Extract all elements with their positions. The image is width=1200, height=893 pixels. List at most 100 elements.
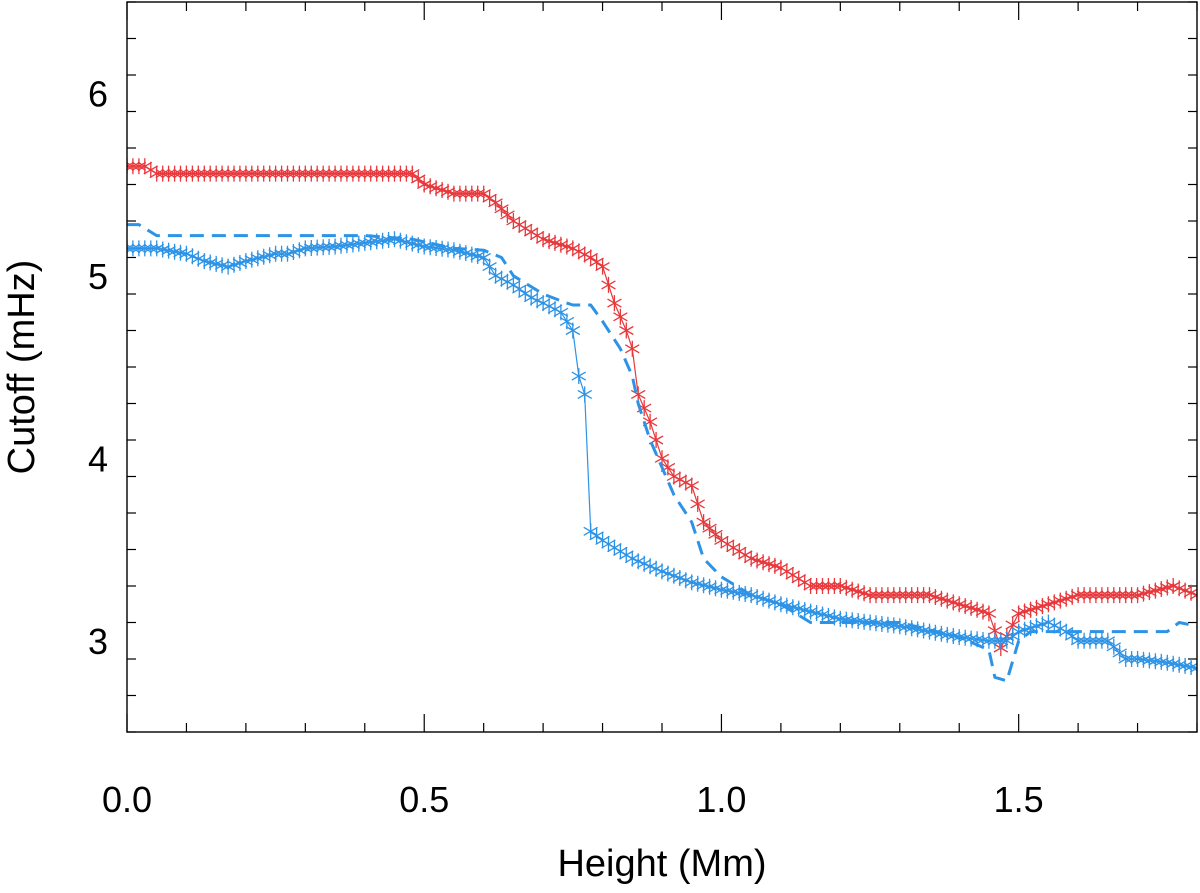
data-point-marker [684,574,700,591]
data-point-marker [143,240,159,257]
data-point-marker [268,245,283,262]
data-point-marker [506,276,521,293]
plot-series [127,158,1197,683]
data-point-marker [565,322,581,339]
data-point-marker [1100,632,1116,649]
data-point-marker [250,165,266,182]
data-point-marker [500,206,515,223]
data-point-marker [684,477,700,494]
x-tick-label: 1.0 [696,779,746,820]
data-point-marker [1112,587,1128,604]
data-point-marker [589,254,604,271]
data-point-marker [375,165,390,182]
data-point-marker [951,629,967,646]
data-point-marker [137,240,153,257]
data-point-marker [803,603,818,620]
data-point-marker [898,587,914,604]
data-point-marker [987,632,1003,649]
data-point-marker [191,165,206,182]
data-point-marker [363,165,379,182]
data-point-marker [470,185,486,202]
data-point-marker [321,238,337,255]
data-point-marker [838,611,854,628]
data-point-marker [981,605,997,622]
data-point-marker [595,258,610,275]
data-point-marker [874,616,890,632]
data-point-marker [1058,623,1074,640]
data-point-marker [428,240,444,256]
data-point-marker [327,165,343,182]
data-point-marker [624,340,640,357]
x-tick-label: 0.0 [102,779,152,820]
data-point-marker [821,578,836,594]
data-point-marker [369,165,384,182]
data-point-marker [369,233,384,250]
data-point-marker [815,578,830,594]
data-point-marker [262,165,277,182]
data-point-marker [714,581,729,598]
data-point-marker [351,165,367,182]
data-point-marker [1124,587,1139,604]
data-point-marker [256,165,272,182]
data-point-marker [1189,587,1197,604]
data-point-marker [268,165,283,182]
data-point-marker [601,276,616,293]
data-point-marker [161,242,176,259]
data-point-marker [904,587,919,604]
data-point-marker [375,232,390,249]
data-point-marker [127,158,141,175]
data-point-marker [1106,587,1122,604]
data-point-marker [315,165,331,182]
y-tick-label: 3 [88,621,108,662]
data-point-marker [922,623,937,640]
data-point-marker [583,523,598,540]
data-point-marker [399,165,414,182]
data-point-marker [1159,654,1175,671]
data-point-marker [1189,660,1197,677]
data-point-marker [975,632,991,648]
data-point-marker [1100,587,1116,604]
data-point-marker [737,586,753,602]
data-point-marker [862,614,878,631]
data-point-marker [1165,655,1181,672]
y-tick-label: 4 [88,438,108,479]
data-point-marker [232,165,248,182]
data-point-marker [731,584,747,601]
data-point-marker [149,240,165,257]
data-point-marker [898,619,914,636]
data-point-marker [910,621,925,638]
data-point-marker [321,165,337,182]
data-point-marker [345,236,361,253]
data-point-marker [874,587,890,604]
data-point-marker [440,241,456,258]
data-point-marker [494,200,509,217]
data-point-marker [696,514,711,531]
data-point-marker [945,628,961,644]
data-point-marker [868,615,884,632]
data-point-marker [292,165,307,182]
y-tick-label: 5 [88,256,108,297]
data-point-marker [309,239,325,256]
data-point-marker [339,165,355,182]
data-point-marker [357,165,373,182]
data-point-marker [630,386,646,403]
data-point-marker [916,622,931,639]
data-point-marker [571,368,587,385]
data-point-marker [405,165,420,182]
data-point-marker [161,165,176,182]
data-point-marker [274,165,289,182]
data-point-marker [333,165,349,182]
data-point-marker [315,239,331,256]
data-point-marker [381,232,396,248]
data-point-marker [815,606,830,623]
data-point-marker [928,624,943,641]
data-point-marker [589,527,604,544]
y-tick-label: 6 [88,73,108,114]
data-point-marker [196,165,212,182]
data-point-marker [904,620,919,637]
data-point-marker [702,520,717,537]
data-point-marker [244,165,260,182]
data-point-marker [434,240,450,257]
x-axis-title: Height (Mm) [557,843,766,885]
